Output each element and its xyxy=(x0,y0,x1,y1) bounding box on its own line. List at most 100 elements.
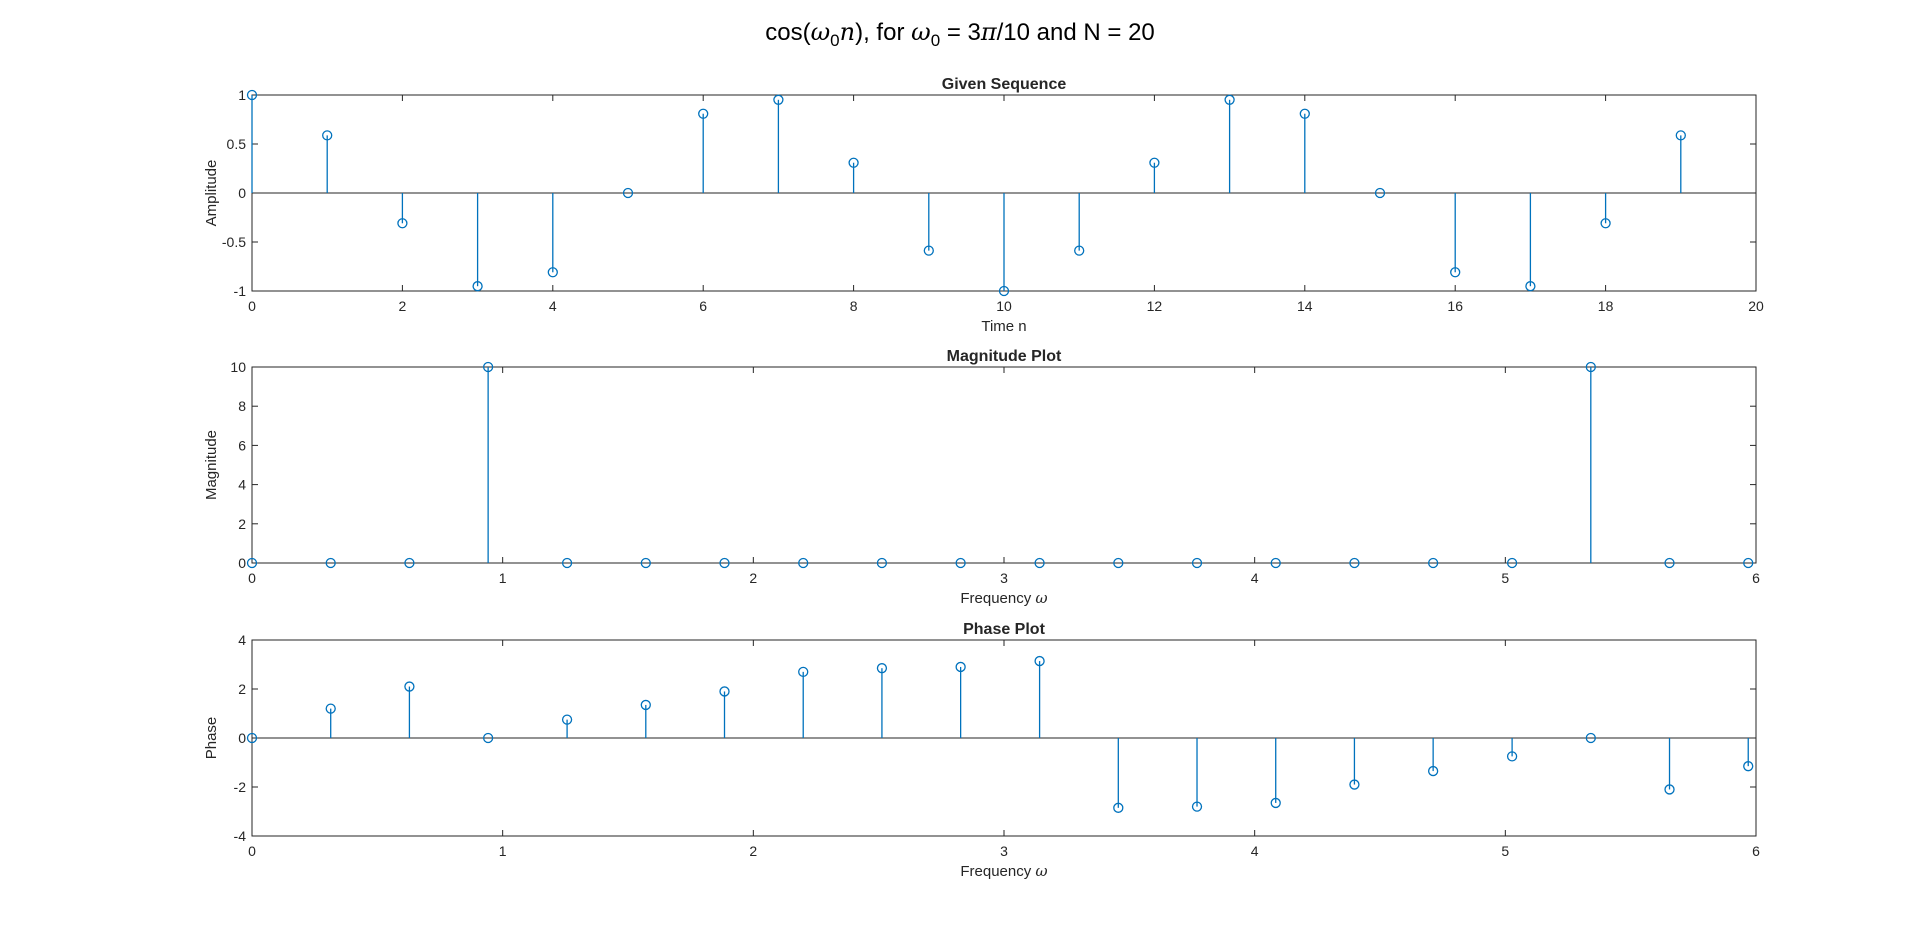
stem-marker xyxy=(246,732,258,744)
x-tick-label: 20 xyxy=(1748,298,1764,314)
stem-marker xyxy=(1349,557,1360,569)
y-tick-label: 0.5 xyxy=(227,136,247,152)
stem-marker xyxy=(1224,94,1235,105)
x-tick-label: 2 xyxy=(749,843,757,859)
stem-marker xyxy=(325,557,336,569)
x-tick-label: 2 xyxy=(399,298,407,314)
y-axis-label: Magnitude xyxy=(203,430,220,500)
stem-marker xyxy=(1525,281,1536,292)
x-tick-label: 6 xyxy=(1752,570,1760,586)
x-tick-label: 3 xyxy=(1000,570,1008,586)
stem-marker xyxy=(1450,267,1461,278)
stem-marker xyxy=(622,187,634,199)
stem-marker xyxy=(1191,557,1203,569)
stem-marker xyxy=(1374,187,1386,199)
y-tick-label: -1 xyxy=(234,283,247,299)
title-text: ), for xyxy=(855,19,912,46)
stem-marker xyxy=(561,557,573,569)
stem-marker xyxy=(1675,130,1686,141)
stem-marker xyxy=(923,245,934,256)
title-omega: ω xyxy=(911,18,931,46)
x-tick-label: 8 xyxy=(850,298,858,314)
x-axis-label: Frequency ω xyxy=(960,589,1047,607)
y-tick-label: 1 xyxy=(238,87,246,103)
stem-marker xyxy=(246,557,258,569)
stem-marker xyxy=(1270,797,1281,809)
y-tick-label: 4 xyxy=(238,477,246,493)
stem-marker xyxy=(1149,157,1160,168)
x-tick-label: 4 xyxy=(1251,843,1259,859)
y-axis-label: Amplitude xyxy=(203,160,220,227)
axes-1: 0 2 4 6 8 10 12 14 16 18 20 -1 -0.5 0 0.5 1 Given Sequen… xyxy=(203,76,1764,335)
title-text: /10 and N = 20 xyxy=(996,19,1155,46)
x-tick-label: 0 xyxy=(248,570,256,586)
stem-marker xyxy=(773,94,784,105)
x-tick-label: 0 xyxy=(248,298,256,314)
y-tick-label: 0 xyxy=(238,185,246,201)
stem-marker xyxy=(1506,557,1518,569)
stem-marker xyxy=(798,557,809,569)
stem-marker xyxy=(640,557,651,569)
axes-2: 0 1 2 3 4 5 6 0 2 4 6 8 10 Magnitude Plot Frequency ω M… xyxy=(203,348,1760,607)
y-axis-label: Phase xyxy=(203,717,220,760)
y-tick-label: 10 xyxy=(230,359,246,375)
axes-3: 0 1 2 3 4 5 6 -4 -2 0 2 4 Phase Plot Frequency ω Phase xyxy=(203,621,1760,880)
stem-marker xyxy=(719,686,730,697)
y-tick-label: -0.5 xyxy=(222,234,246,250)
y-tick-label: 0 xyxy=(238,555,246,571)
x-tick-label: 1 xyxy=(499,843,507,859)
y-tick-label: 2 xyxy=(238,516,246,532)
stem-marker xyxy=(482,732,494,744)
stem-marker xyxy=(404,681,415,692)
x-tick-label: 0 xyxy=(248,843,256,859)
stem-marker xyxy=(698,108,709,119)
x-tick-label: 10 xyxy=(996,298,1012,314)
stem-marker xyxy=(561,714,573,725)
y-tick-label: -2 xyxy=(234,779,247,795)
stem-marker xyxy=(719,557,730,569)
y-tick-label: 8 xyxy=(238,398,246,414)
y-tick-label: 4 xyxy=(238,632,246,648)
stem-marker xyxy=(482,361,494,373)
stem-marker xyxy=(1585,361,1596,373)
y-tick-label: 0 xyxy=(238,730,246,746)
stem-marker xyxy=(1506,751,1518,762)
x-tick-label: 5 xyxy=(1501,570,1509,586)
x-tick-label: 16 xyxy=(1447,298,1463,314)
stem-marker xyxy=(798,666,809,677)
title-subscript: 0 xyxy=(830,31,840,50)
stem-marker xyxy=(1113,557,1124,569)
x-tick-label: 6 xyxy=(699,298,707,314)
stem-marker xyxy=(1270,557,1281,569)
stem-marker xyxy=(955,557,966,569)
x-axis-label: Time n xyxy=(981,318,1026,335)
stem-marker xyxy=(1743,761,1754,772)
stem-marker xyxy=(1427,765,1439,777)
subplot-title: Given Sequence xyxy=(942,76,1067,93)
stem-marker xyxy=(1600,218,1611,229)
y-tick-label: 6 xyxy=(238,437,246,453)
stem-marker xyxy=(1034,655,1045,667)
title-subscript: 0 xyxy=(930,31,941,50)
stem-marker xyxy=(1113,802,1124,813)
stem-marker xyxy=(1191,801,1203,812)
figure-title: cos(ω0n), for ω0 = 3π/10 and N = 20 xyxy=(0,18,1920,51)
stem-marker xyxy=(955,661,966,673)
stem-marker xyxy=(876,663,888,674)
stem-marker xyxy=(246,89,258,101)
stem-marker xyxy=(876,557,888,569)
stem-marker xyxy=(472,281,483,292)
stem-marker xyxy=(547,267,558,278)
title-n: n xyxy=(839,18,856,46)
stem-marker xyxy=(1034,557,1045,569)
stem-marker xyxy=(1664,557,1675,569)
x-tick-label: 6 xyxy=(1752,843,1760,859)
x-tick-label: 18 xyxy=(1598,298,1614,314)
stem-marker xyxy=(848,157,859,168)
stem-marker xyxy=(1427,557,1439,569)
x-tick-label: 2 xyxy=(749,570,757,586)
stem-marker xyxy=(325,703,336,714)
stem-marker xyxy=(1585,732,1596,744)
